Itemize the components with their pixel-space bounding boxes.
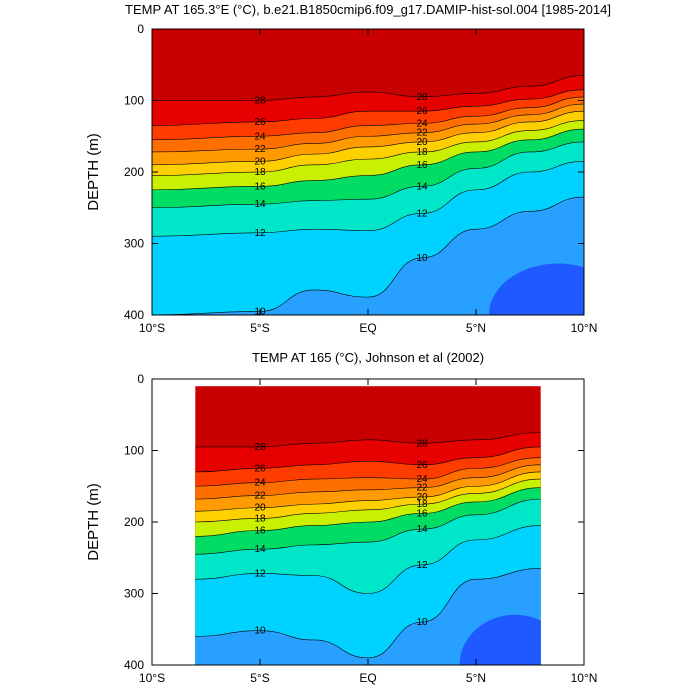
isotherm-18 xyxy=(195,478,541,523)
contour-label: 24 xyxy=(416,474,428,485)
isotherm-16 xyxy=(195,487,541,537)
y-tick-label: 400 xyxy=(124,308,144,322)
contour-label: 20 xyxy=(254,156,266,167)
temperature-field xyxy=(152,29,584,315)
contour-label: 16 xyxy=(416,508,428,519)
contour-label: 26 xyxy=(416,460,428,471)
isotherm-20 xyxy=(195,471,541,512)
contour-label: 12 xyxy=(254,228,266,239)
isotherm-22 xyxy=(195,464,541,500)
contour-label: 28 xyxy=(254,442,266,453)
contour-label: 22 xyxy=(416,483,428,494)
isotherm-28 xyxy=(152,75,584,101)
panel-top-title: TEMP AT 165.3°E (°C), b.e21.B1850cmip6.f… xyxy=(125,2,611,17)
contour-label: 16 xyxy=(416,160,428,171)
x-tick-label: 10°N xyxy=(571,671,598,685)
contour-label: 14 xyxy=(416,181,428,192)
x-tick-label: 5°N xyxy=(466,321,486,335)
y-tick-label: 300 xyxy=(124,587,144,601)
y-tick-label: 200 xyxy=(124,165,144,179)
contour-label: 22 xyxy=(416,128,428,139)
x-tick-label: 5°S xyxy=(250,671,269,685)
y-tick-label: 300 xyxy=(124,237,144,251)
x-tick-label: 10°N xyxy=(571,321,598,335)
panel-top-ylabel: DEPTH (m) xyxy=(85,133,102,211)
x-tick-label: 10°S xyxy=(139,321,165,335)
contour-label: 22 xyxy=(254,491,266,502)
contour-label: 28 xyxy=(254,96,266,107)
contour-label: 18 xyxy=(254,167,266,178)
x-tick-label: 5°S xyxy=(250,321,269,335)
contour-label: 18 xyxy=(416,147,428,158)
x-tick-label: 10°S xyxy=(139,671,165,685)
contour-label: 20 xyxy=(254,503,266,514)
y-tick-label: 0 xyxy=(137,372,144,386)
contour-label: 12 xyxy=(416,560,428,571)
contour-label: 12 xyxy=(254,568,266,579)
contour-label: 10 xyxy=(416,617,428,628)
contour-label: 10 xyxy=(254,626,266,637)
y-tick-label: 200 xyxy=(124,515,144,529)
contour-label: 26 xyxy=(254,463,266,474)
contour-label: 18 xyxy=(254,513,266,524)
temperature-field xyxy=(195,386,541,665)
y-tick-label: 400 xyxy=(124,658,144,672)
panel-top-plot-area: 28 28262624242222202018181616141412121010… xyxy=(124,22,598,335)
panel-top: TEMP AT 165.3°E (°C), b.e21.B1850cmip6.f… xyxy=(85,2,611,335)
contour-label: 12 xyxy=(416,208,428,219)
contour-label: 16 xyxy=(254,181,266,192)
band-10 xyxy=(152,197,584,315)
contour-label: 16 xyxy=(254,526,266,537)
isotherm-16 xyxy=(152,128,584,191)
y-tick-label: 0 xyxy=(137,22,144,36)
x-tick-label: EQ xyxy=(359,671,376,685)
contour-label: 24 xyxy=(254,478,266,489)
isotherm-26 xyxy=(195,446,541,473)
contour-label: 14 xyxy=(416,524,428,535)
contour-label: 28 xyxy=(416,92,428,103)
contour-label: 22 xyxy=(254,144,266,155)
isotherm-14 xyxy=(152,141,584,209)
y-tick-label: 100 xyxy=(124,444,144,458)
panel-bottom: TEMP AT 165 (°C), Johnson et al (2002) 2… xyxy=(85,350,598,685)
contour-label: 18 xyxy=(416,499,428,510)
contour-label: 24 xyxy=(254,131,266,142)
isotherm-22 xyxy=(152,103,584,153)
panel-bottom-ylabel: DEPTH (m) xyxy=(85,483,102,561)
isotherm-24 xyxy=(195,457,541,487)
contour-label: 24 xyxy=(416,118,428,129)
contour-label: 20 xyxy=(416,137,428,148)
y-tick-label: 100 xyxy=(124,94,144,108)
contour-label: 28 xyxy=(416,438,428,449)
panel-bottom-title: TEMP AT 165 (°C), Johnson et al (2002) xyxy=(252,350,484,365)
isotherm-14 xyxy=(195,498,541,555)
isotherm-24 xyxy=(152,96,584,141)
x-tick-label: EQ xyxy=(359,321,376,335)
contour-label: 20 xyxy=(416,492,428,503)
contour-label: 14 xyxy=(254,199,266,210)
band-lt-10 xyxy=(488,263,584,315)
isotherm-12 xyxy=(152,160,584,237)
isotherm-26 xyxy=(152,89,584,126)
isotherm-20 xyxy=(152,110,584,166)
band-lt-10 xyxy=(459,614,541,665)
isotherm-10 xyxy=(195,568,541,659)
isotherm-28 xyxy=(195,432,541,448)
contour-label: 26 xyxy=(416,106,428,117)
isotherm-12 xyxy=(195,525,541,594)
x-tick-label: 5°N xyxy=(466,671,486,685)
contour-label: 14 xyxy=(254,544,266,555)
contour-label: 10 xyxy=(416,253,428,264)
isotherm-18 xyxy=(152,120,584,176)
contour-label: 26 xyxy=(254,117,266,128)
